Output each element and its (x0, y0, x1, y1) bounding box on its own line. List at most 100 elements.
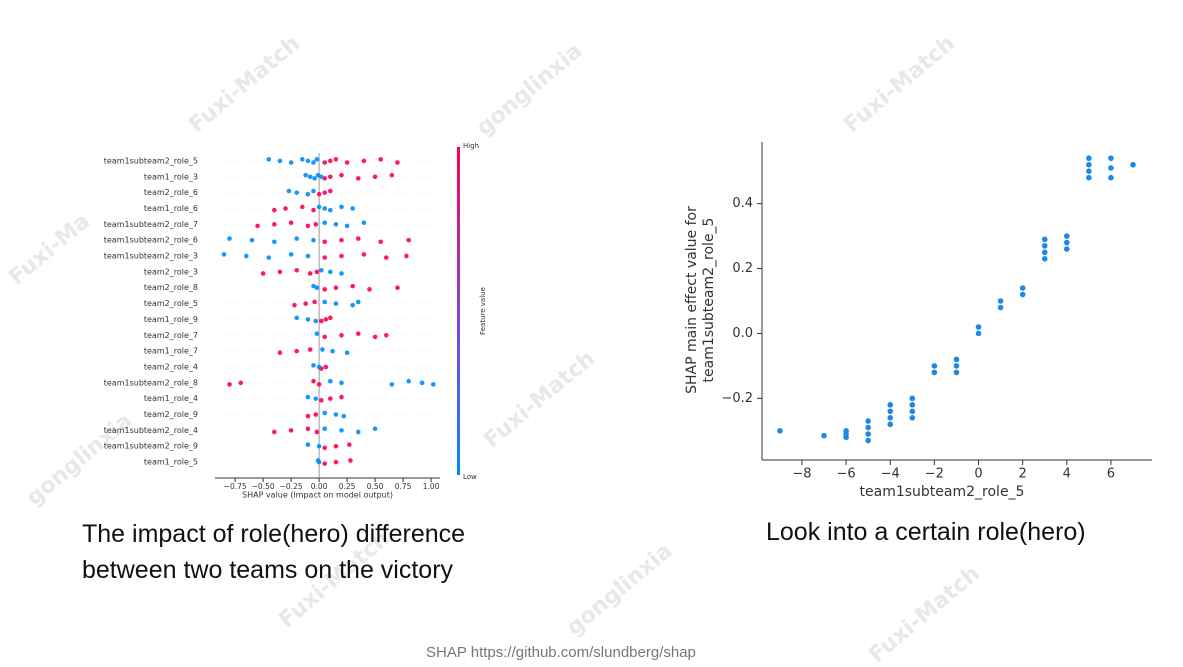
shap-point (378, 157, 383, 162)
shap-point (333, 301, 339, 306)
shap-point (389, 382, 395, 387)
shap-point (372, 426, 378, 432)
shap-point (322, 410, 328, 416)
point (865, 418, 871, 424)
shap-point (372, 334, 378, 340)
point (1086, 161, 1092, 168)
shap-point (333, 222, 339, 227)
shap-point (419, 380, 425, 386)
shap-point (316, 443, 322, 449)
x-tick-label: 1.00 (423, 482, 440, 491)
point (931, 363, 938, 369)
shap-point (283, 206, 288, 211)
point (1019, 285, 1026, 291)
shap-point (305, 158, 311, 164)
shap-point (319, 174, 324, 180)
shap-point (333, 443, 339, 449)
shap-point (221, 252, 227, 257)
shap-point (339, 380, 344, 386)
shap-point (323, 364, 329, 370)
shap-point (333, 285, 339, 291)
shap-point (339, 394, 344, 400)
shap-point (313, 222, 319, 227)
shap-point (272, 222, 277, 227)
shap-point (319, 267, 324, 273)
shap-point (286, 188, 292, 194)
point (997, 298, 1004, 304)
shap-point (355, 429, 361, 435)
point (887, 421, 894, 428)
shap-point (322, 160, 328, 165)
shap-point (238, 380, 244, 386)
category-label: team1subteam2_role_9 (104, 442, 198, 451)
shap-point (344, 350, 350, 356)
category-label: team1_role_4 (144, 394, 198, 403)
shap-point (406, 237, 411, 243)
shap-point (322, 445, 328, 451)
point (865, 424, 871, 431)
point (843, 434, 849, 441)
shap-point (314, 157, 320, 162)
shap-point (277, 158, 283, 164)
caption-left: The impact of role(hero) difference betw… (82, 520, 466, 584)
shap-point (322, 206, 328, 211)
category-label: team2_role_6 (144, 188, 198, 197)
shap-point (339, 428, 344, 433)
shap-point (255, 223, 260, 229)
shap-point (288, 252, 294, 257)
shap-point (355, 331, 361, 336)
shap-point (307, 271, 313, 276)
shap-point (288, 220, 294, 226)
shap-point (305, 413, 311, 419)
x-tick-label: 2 (1019, 467, 1027, 482)
point (1086, 155, 1092, 162)
category-label: team1subteam2_role_8 (104, 378, 198, 387)
shap-point (319, 397, 324, 403)
point (953, 369, 960, 376)
point (1064, 239, 1070, 246)
x-tick-label: 0.50 (367, 482, 384, 491)
shap-point (305, 253, 311, 259)
watermark: gonglinxia (562, 538, 677, 640)
shap-point (322, 239, 328, 245)
point (1064, 246, 1070, 252)
y-tick-label: −0.2 (721, 391, 753, 406)
shap-point (395, 160, 400, 165)
colorbar-label: Feature value (479, 287, 487, 335)
point (865, 431, 871, 437)
shap-point (266, 157, 272, 162)
x-axis-label: SHAP value (impact on model output) (242, 491, 393, 500)
category-label: team1_role_9 (144, 315, 198, 324)
category-label: team2_role_5 (144, 299, 198, 308)
shap-point (344, 223, 350, 229)
shap-point (383, 255, 389, 260)
shap-point (327, 174, 333, 180)
shap-point (327, 158, 333, 164)
watermark: Fuxi-Match (839, 31, 960, 138)
shap-point (319, 318, 324, 324)
shap-point (311, 160, 316, 165)
point (1108, 155, 1114, 162)
shap-point (294, 190, 300, 195)
point (1108, 165, 1114, 171)
x-tick-label: −6 (837, 467, 856, 482)
watermark: Fuxi-Match (864, 561, 985, 667)
watermark: Fuxi-Match (184, 31, 305, 138)
shap-point (339, 271, 344, 276)
shap-point (312, 176, 317, 181)
x-tick-label: −2 (925, 467, 944, 482)
x-tick-label: 0 (974, 467, 982, 482)
x-axis-label: team1subteam2_role_5 (860, 484, 1025, 500)
caption-right: Look into a certain role(hero) (766, 518, 1086, 546)
shap-point (322, 461, 328, 466)
shap-point (327, 378, 333, 384)
shap-point (372, 174, 378, 180)
shap-point (350, 302, 355, 308)
shap-point (339, 172, 344, 178)
shap-point (355, 176, 361, 181)
shap-point (322, 190, 328, 195)
shap-point (316, 191, 322, 197)
y-tick-label: 0.2 (732, 261, 753, 276)
point (1019, 291, 1026, 298)
